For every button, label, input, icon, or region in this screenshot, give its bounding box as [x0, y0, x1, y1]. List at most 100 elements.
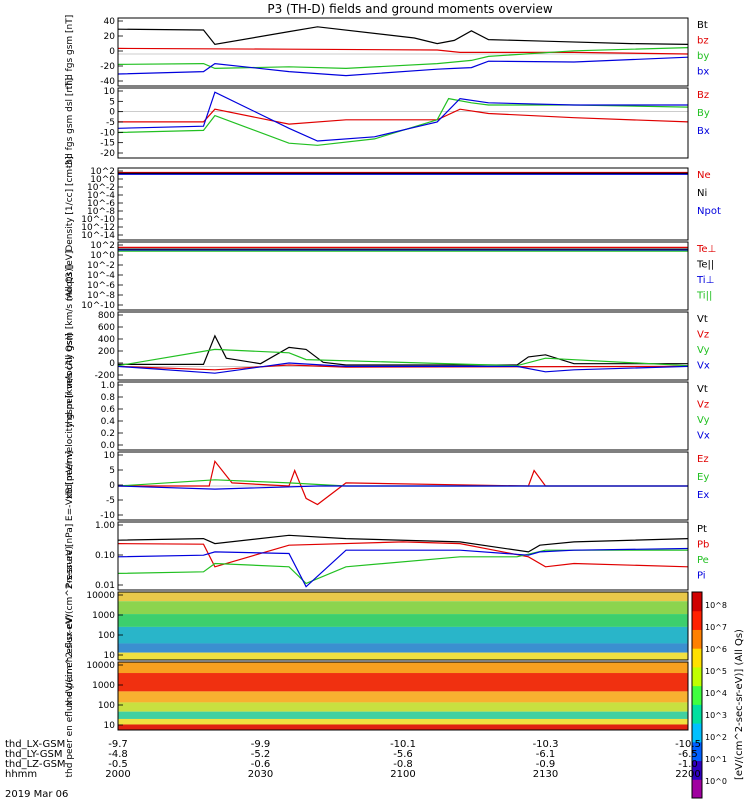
- colorbar-cell: [692, 723, 702, 743]
- y-tick-label: 1.00: [95, 521, 115, 531]
- heatmap-band: [118, 592, 688, 602]
- y-axis-label: thd fgs gsm dsl [nT]: [65, 78, 75, 168]
- colorbar-tick-label: 10^0: [705, 777, 727, 786]
- y-tick-label: 0.2: [101, 429, 115, 439]
- series-line-fgs-gsm-dsl: [117, 91, 688, 142]
- y-tick-label: -200: [95, 371, 116, 381]
- heatmap-band: [118, 601, 688, 615]
- time-axis-value: 2000: [105, 769, 130, 780]
- time-axis-value: -0.8: [393, 759, 413, 770]
- time-axis-value: -0.9: [536, 759, 556, 770]
- colorbar-tick-label: 10^4: [705, 689, 727, 698]
- legend-entry: Vz: [697, 400, 709, 411]
- y-tick-label: 0: [109, 359, 115, 369]
- y-tick-label: 10^2: [90, 241, 115, 251]
- panel-peir-eflux: 10000 1000 100 10 thd peir en eflux eV/(cm^2…: [65, 546, 689, 706]
- time-axis-value: 2030: [248, 769, 273, 780]
- colorbar-cell: [692, 592, 702, 612]
- y-tick-label: -5: [106, 496, 115, 506]
- legend-entry: Te||: [696, 260, 714, 271]
- legend-entry: bz: [697, 36, 709, 47]
- time-axis-row-label: thd_LX-GSM: [5, 739, 65, 750]
- panel-temperature: 10^210^010^-210^-410^-610^-810^-10 moqt3 …: [65, 241, 716, 311]
- panel-peer-velocity: 1.0 0.8 0.6 0.4 0.2 0.0 thd peer velocity gsm …: [65, 333, 710, 499]
- heatmap-band: [118, 614, 688, 627]
- legend-entry: Vt: [697, 314, 708, 325]
- panel-frame: [117, 311, 689, 381]
- y-tick-label: 10^0: [90, 175, 115, 185]
- y-tick-label: 10: [104, 651, 116, 661]
- y-tick-label: -20: [100, 62, 115, 72]
- y-axis-label: thd peer velocity gsm [km/s (All Qs)]: [65, 333, 75, 499]
- heatmap-band: [118, 724, 688, 730]
- heatmap-band: [118, 702, 688, 712]
- y-tick-label: 10^-10: [81, 301, 115, 311]
- heatmap-band: [118, 652, 688, 660]
- colorbar-frame: [691, 591, 703, 799]
- panel-frame: [117, 451, 689, 521]
- time-axis-value: -6.1: [536, 749, 556, 760]
- legend-entry: Ne: [697, 170, 711, 181]
- y-tick-label: 600: [98, 323, 115, 333]
- legend-entry: Pi: [697, 571, 706, 582]
- heatmap-band: [118, 662, 688, 674]
- panel-frame: [117, 87, 689, 159]
- time-axis-row-label: thd_LZ-GSM: [5, 759, 66, 770]
- colorbar-cell: [692, 779, 702, 799]
- time-axis-value: 2100: [390, 769, 415, 780]
- heatmap-band: [118, 673, 688, 692]
- y-axis-label: Density [1/cc] [cm-3]: [65, 156, 75, 251]
- y-tick-label: 1000: [92, 681, 115, 691]
- heatmap-band: [118, 626, 688, 644]
- heatmap-band: [118, 691, 688, 703]
- legend-entry: Pb: [697, 540, 709, 551]
- panel-frame: [117, 17, 689, 87]
- figure-title: P3 (TH-D) fields and ground moments over…: [267, 2, 552, 16]
- date-label: 2019 Mar 06: [5, 789, 68, 800]
- y-tick-label: -15: [100, 139, 115, 149]
- panel-frame: [117, 167, 689, 241]
- legend-entry: Vx: [697, 361, 710, 372]
- time-axis-value: -0.5: [108, 759, 128, 770]
- colorbar-cell: [692, 610, 702, 630]
- panel-frame: [117, 661, 689, 731]
- time-axis-value: -6.5: [678, 749, 698, 760]
- legend-entry: Ey: [697, 472, 709, 483]
- series-line-efield: [117, 485, 688, 490]
- series-line-efield: [117, 479, 688, 487]
- legend-entry: Pt: [697, 524, 707, 535]
- y-tick-label: 10: [104, 451, 116, 461]
- series-line-peir-velocity: [118, 334, 688, 366]
- y-tick-label: 5: [109, 466, 115, 476]
- time-axis-row-label: hhmm: [5, 769, 37, 780]
- y-tick-label: 10: [104, 721, 116, 731]
- panel-density: 10^210^010^-210^-410^-610^-810^-1010^-12…: [65, 156, 721, 251]
- y-tick-label: 20: [104, 32, 116, 42]
- colorbar-cell: [692, 648, 702, 668]
- y-axis-label: thd peer en eflux eV/(cm^2-s-sr-eV): [65, 614, 75, 777]
- time-axis-value: -1.0: [678, 759, 698, 770]
- legend-entry: Vy: [697, 345, 710, 356]
- panel-peer-eflux: 10000 1000 100 10 thd peer en eflux eV/(cm^2…: [65, 614, 689, 778]
- legend-entry: Bt: [697, 20, 708, 31]
- y-tick-label: -10: [100, 511, 115, 521]
- legend-entry: Npot: [697, 206, 721, 217]
- y-tick-label: 10^-4: [87, 191, 115, 201]
- time-axis-row-label: thd_LY-GSM: [5, 749, 62, 760]
- legend-entry: Vz: [697, 330, 709, 341]
- time-axis-value: -10.1: [390, 739, 416, 750]
- time-axis-value: -10.5: [675, 739, 701, 750]
- legend-entry: Bz: [697, 90, 709, 101]
- colorbar-cell: [692, 741, 702, 762]
- time-axis-value: -4.8: [108, 749, 128, 760]
- series-line-fgs-gsm-dsl: [118, 108, 689, 125]
- y-tick-label: 200: [98, 347, 115, 357]
- y-tick-label: 10^0: [90, 251, 115, 261]
- y-tick-label: 800: [98, 311, 115, 321]
- y-tick-label: 10000: [86, 661, 115, 671]
- eflux-colorbar: 10^8 10^7 10^6 10^5 10^4 10^3 10^2 10^1 10^0: [691, 591, 727, 799]
- legend-entry: by: [697, 51, 709, 62]
